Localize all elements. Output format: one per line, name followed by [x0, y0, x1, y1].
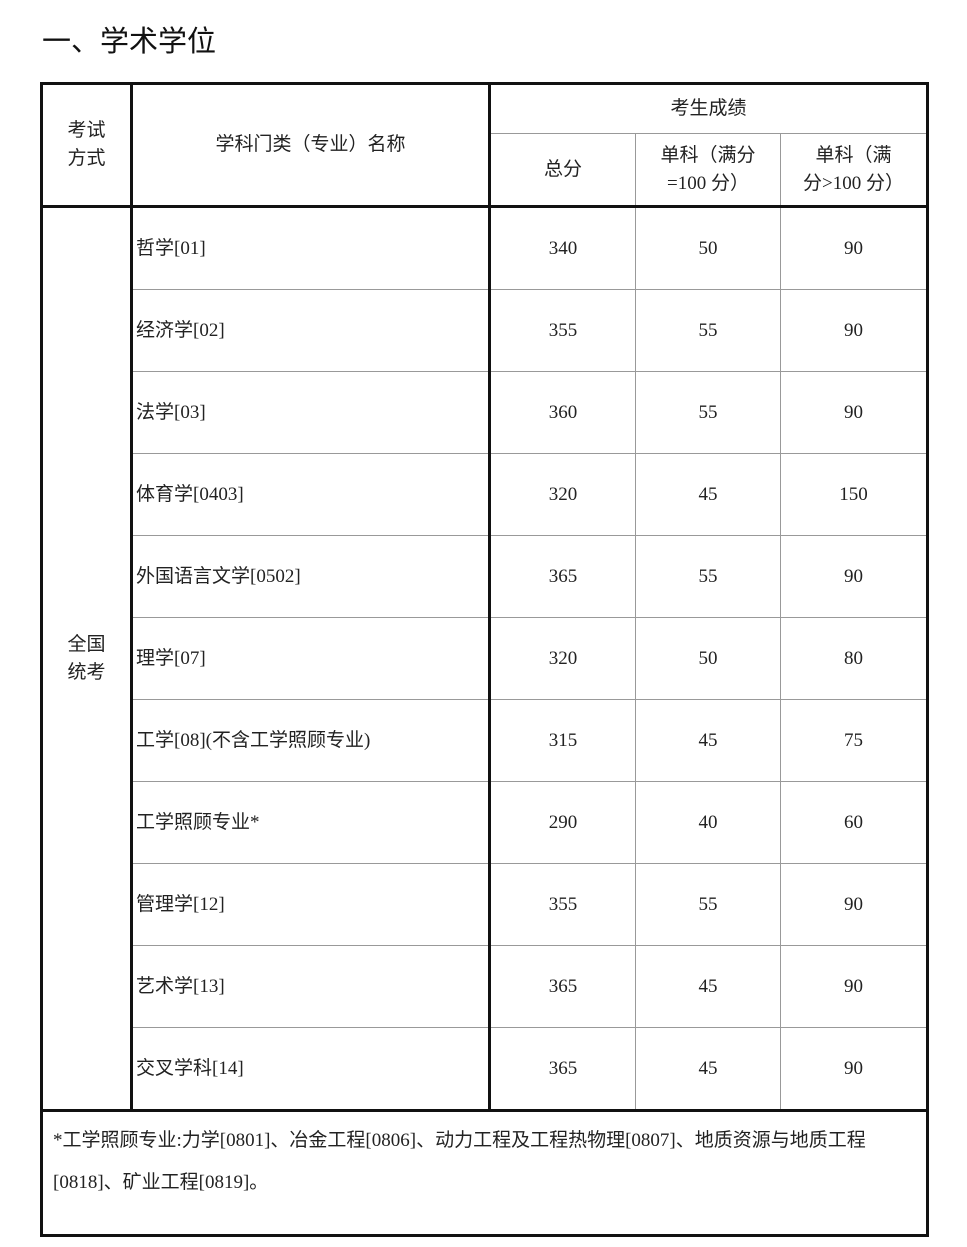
discipline-name: 管理学[12] [131, 863, 491, 946]
table-row: 工学照顾专业* 290 40 60 [42, 781, 929, 864]
total-score: 355 [489, 289, 636, 372]
header-line: 分>100 分） [803, 172, 904, 194]
single-over100-score: 75 [779, 699, 929, 782]
header-single-over100: 单科（满 分>100 分） [779, 133, 929, 208]
discipline-name: 外国语言文学[0502] [131, 535, 491, 618]
table-row: 艺术学[13] 365 45 90 [42, 945, 929, 1028]
single-100-score: 45 [635, 1027, 781, 1111]
single-100-score: 55 [635, 863, 781, 946]
total-score: 355 [489, 863, 636, 946]
table-row: 理学[07] 320 50 80 [42, 617, 929, 700]
footnote: *工学照顾专业:力学[0801]、冶金工程[0806]、动力工程及工程热物理[0… [40, 1109, 929, 1236]
single-over100-score: 90 [779, 371, 929, 454]
exam-mode-line: 统考 [67, 661, 106, 683]
header-line: =100 分） [667, 172, 749, 194]
table-row: 工学[08](不含工学照顾专业) 315 45 75 [42, 699, 929, 782]
table-row: 经济学[02] 355 55 90 [42, 289, 929, 372]
header-total: 总分 [489, 133, 636, 208]
total-score: 360 [489, 371, 636, 454]
single-100-score: 45 [635, 453, 781, 536]
single-100-score: 45 [635, 699, 781, 782]
table-row: 体育学[0403] 320 45 150 [42, 453, 929, 536]
score-table: 考试方式 学科门类（专业）名称 考生成绩 总分 单科（满分 =100 分） 单科… [40, 82, 930, 1237]
total-score: 365 [489, 535, 636, 618]
single-over100-score: 90 [779, 289, 929, 372]
single-over100-score: 90 [779, 945, 929, 1028]
total-score: 320 [489, 453, 636, 536]
single-100-score: 50 [635, 206, 781, 290]
exam-mode-line: 全国 [67, 633, 106, 655]
table-row: 全国 统考 哲学[01] 340 50 90 [41, 206, 929, 1111]
single-100-score: 45 [635, 945, 781, 1028]
single-100-score: 40 [635, 781, 781, 864]
discipline-name: 理学[07] [131, 617, 491, 700]
single-100-score: 55 [635, 371, 781, 454]
single-over100-score: 150 [779, 453, 929, 536]
total-score: 290 [489, 781, 636, 864]
discipline-name: 经济学[02] [131, 289, 491, 372]
table-row: 法学[03] 360 55 90 [42, 371, 929, 454]
discipline-name: 工学[08](不含工学照顾专业) [131, 699, 491, 782]
table-row: 管理学[12] 355 55 90 [42, 863, 929, 946]
total-score: 365 [489, 1027, 636, 1111]
single-over100-score: 90 [779, 863, 929, 946]
discipline-name: 法学[03] [131, 371, 491, 454]
single-over100-score: 90 [779, 206, 929, 290]
single-over100-score: 60 [779, 781, 929, 864]
header-line: 单科（满分 [660, 144, 756, 166]
header-line: 单科（满 [815, 144, 892, 166]
total-score: 320 [489, 617, 636, 700]
single-100-score: 50 [635, 617, 781, 700]
discipline-name: 体育学[0403] [131, 453, 491, 536]
total-score: 340 [489, 206, 636, 290]
single-over100-score: 80 [779, 617, 929, 700]
single-over100-score: 90 [779, 1027, 929, 1111]
section-title: 一、学术学位 [42, 26, 217, 58]
header-single-100: 单科（满分 =100 分） [635, 133, 781, 208]
total-score: 315 [489, 699, 636, 782]
table-row: 外国语言文学[0502] 365 55 90 [42, 535, 929, 618]
total-score: 365 [489, 945, 636, 1028]
header-exam-mode-cell: 考试方式 [41, 83, 133, 208]
table-row: 交叉学科[14] 365 45 90 [42, 1027, 929, 1111]
header-scores-group: 考生成绩 [488, 83, 929, 134]
discipline-name: 哲学[01] [131, 206, 491, 290]
header-exam-mode: 考试方式 [67, 120, 106, 169]
discipline-name: 工学照顾专业* [131, 781, 491, 864]
header-discipline: 学科门类（专业）名称 [131, 83, 491, 208]
discipline-name: 交叉学科[14] [131, 1027, 491, 1111]
single-100-score: 55 [635, 535, 781, 618]
discipline-name: 艺术学[13] [131, 945, 491, 1028]
single-100-score: 55 [635, 289, 781, 372]
exam-mode-cell: 全国 统考 [41, 206, 133, 1111]
single-over100-score: 90 [779, 535, 929, 618]
